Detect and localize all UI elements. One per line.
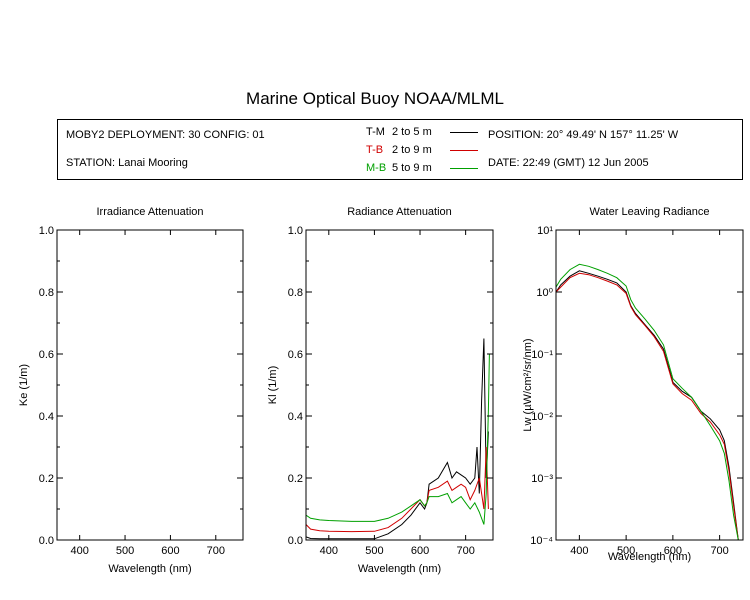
- y-tick-label: 1.0: [288, 225, 303, 237]
- legend-range: 2 to 9 m: [392, 144, 432, 156]
- y-tick-label: 10⁻²: [531, 411, 553, 423]
- y-tick-label: 0.8: [39, 287, 54, 299]
- y-tick-label: 0.4: [39, 411, 54, 423]
- x-tick-label: 400: [570, 545, 588, 557]
- x-axis-label: Wavelength (nm): [608, 551, 691, 563]
- series-line-1: [556, 270, 739, 540]
- y-tick-label: 10⁻⁴: [530, 535, 553, 547]
- legend-name: M-B: [366, 162, 387, 174]
- series-line-2: [306, 446, 489, 533]
- series-line-3: [306, 353, 490, 525]
- chart-panel-3: 400 500 600 700 10⁻⁴ 10⁻³ 10⁻² 10⁻¹ 10⁰ 10¹ Water …: [522, 206, 744, 563]
- deployment-text: MOBY2 DEPLOYMENT: 30 CONFIG: 01: [66, 129, 265, 141]
- x-axis-label: Wavelength (nm): [108, 563, 191, 575]
- x-tick-label: 600: [161, 545, 179, 557]
- y-axis-label: Lw (µW/cm²/sr/nm): [522, 338, 534, 431]
- panel-title: Water Leaving Radiance: [589, 206, 709, 218]
- x-tick-label: 700: [456, 545, 474, 557]
- y-tick-label: 10⁻³: [531, 473, 553, 485]
- legend-row-tb: T-B 2 to 9 m: [366, 144, 478, 156]
- series-line-3: [556, 263, 739, 540]
- y-axis-label: Ke (1/m): [18, 364, 30, 406]
- legend-line: [450, 149, 478, 151]
- legend-row-tm: T-M 2 to 5 m: [366, 126, 478, 138]
- x-tick-label: 500: [365, 545, 383, 557]
- x-tick-label: 600: [664, 545, 682, 557]
- chart-panel-1: 400 500 600 700 0.0 0.2 0.4 0.6 0.8 1.0 Irradiance…: [18, 206, 244, 575]
- y-tick-label: 0.0: [288, 535, 303, 547]
- x-tick-label: 500: [116, 545, 134, 557]
- y-tick-label: 0.8: [288, 287, 303, 299]
- y-tick-label: 10¹: [537, 225, 553, 237]
- legend-line: [450, 131, 478, 133]
- y-axis-label: Kl (1/m): [267, 366, 279, 405]
- legend-row-mb: M-B 5 to 9 m: [366, 162, 478, 174]
- x-tick-label: 700: [710, 545, 728, 557]
- y-tick-label: 0.2: [39, 473, 54, 485]
- plot-frame: [56, 229, 244, 541]
- date-text: DATE: 22:49 (GMT) 12 Jun 2005: [488, 157, 649, 169]
- x-tick-label: 700: [207, 545, 225, 557]
- panel-title: Irradiance Attenuation: [96, 206, 203, 218]
- plot-frame: [305, 229, 494, 541]
- series-line-2: [556, 272, 739, 540]
- y-tick-label: 0.2: [288, 473, 303, 485]
- station-text: STATION: Lanai Mooring: [66, 157, 188, 169]
- legend-name: T-B: [366, 144, 384, 156]
- x-axis-label: Wavelength (nm): [358, 563, 441, 575]
- y-tick-label: 10⁻¹: [531, 349, 553, 361]
- panel-title: Radiance Attenuation: [347, 206, 452, 218]
- x-tick-label: 500: [617, 545, 635, 557]
- y-tick-label: 0.6: [288, 349, 303, 361]
- legend-name: T-M: [366, 126, 385, 138]
- info-box: MOBY2 DEPLOYMENT: 30 CONFIG: 01 STATION:…: [57, 119, 743, 180]
- x-tick-label: 400: [320, 545, 338, 557]
- y-tick-label: 1.0: [39, 225, 54, 237]
- legend-range: 2 to 5 m: [392, 126, 432, 138]
- chart-panel-2: 400 500 600 700 0.0 0.2 0.4 0.6 0.8 1.0 Radiance A…: [267, 206, 494, 575]
- legend-range: 5 to 9 m: [392, 162, 432, 174]
- position-text: POSITION: 20° 49.49' N 157° 11.25' W: [488, 129, 679, 141]
- y-tick-label: 10⁰: [536, 287, 553, 299]
- y-tick-label: 0.6: [39, 349, 54, 361]
- y-tick-label: 0.4: [288, 411, 303, 423]
- x-tick-label: 600: [411, 545, 429, 557]
- series-line-1: [306, 338, 489, 540]
- x-tick-label: 400: [71, 545, 89, 557]
- plot-frame: [555, 229, 744, 541]
- legend-line: [450, 167, 478, 169]
- y-tick-label: 0.0: [39, 535, 54, 547]
- chart-main-title: Marine Optical Buoy NOAA/MLML: [246, 89, 504, 108]
